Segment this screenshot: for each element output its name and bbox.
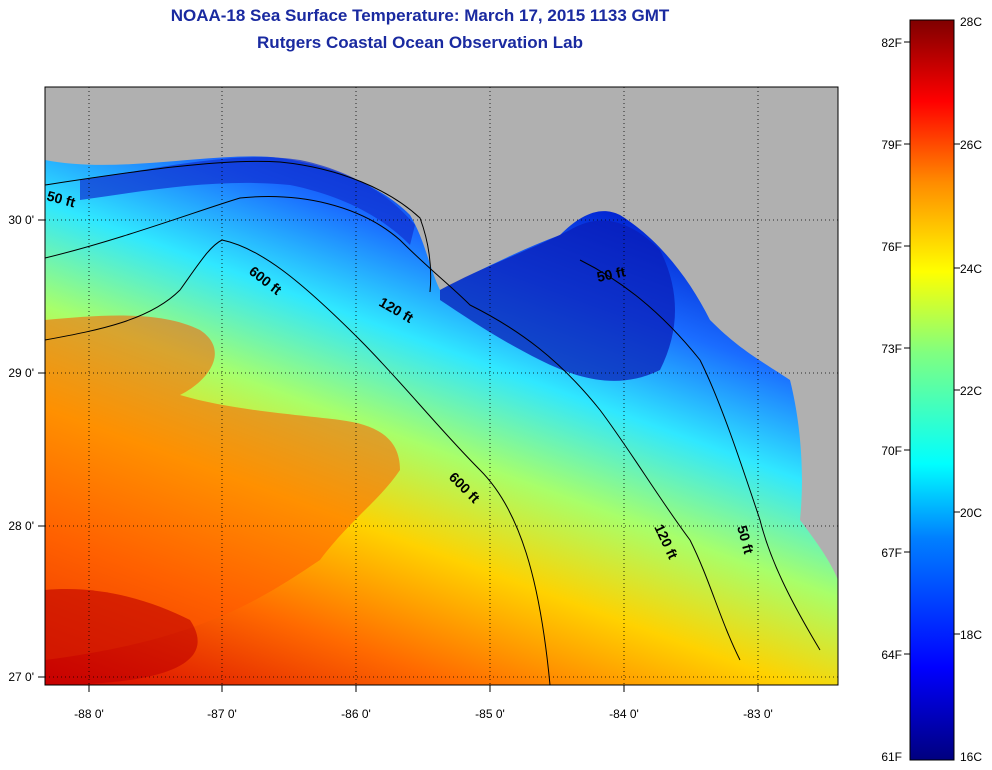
celsius-label: 22C — [960, 384, 982, 398]
fahrenheit-label: 64F — [881, 648, 902, 662]
lat-label: 29 0' — [8, 366, 34, 380]
lat-label: 30 0' — [8, 213, 34, 227]
graticule — [45, 87, 838, 685]
map-subtitle: Rutgers Coastal Ocean Observation Lab — [257, 33, 583, 52]
celsius-label: 28C — [960, 15, 982, 29]
lon-label: -88 0' — [74, 707, 104, 721]
lon-label: -86 0' — [341, 707, 371, 721]
warm-core — [45, 315, 400, 660]
bathymetry-contours — [44, 160, 821, 686]
map-title: NOAA-18 Sea Surface Temperature: March 1… — [170, 6, 670, 25]
axis-ticks — [38, 219, 759, 692]
hot-corner — [45, 589, 198, 685]
fahrenheit-label: 76F — [881, 240, 902, 254]
celsius-label: 20C — [960, 506, 982, 520]
fahrenheit-label: 61F — [881, 750, 902, 764]
colorbar — [909, 19, 955, 761]
cold-bay — [440, 220, 675, 381]
fahrenheit-label: 73F — [881, 342, 902, 356]
colorbar-f-labels: 82F 79F 76F 73F 70F 67F 64F 61F — [881, 36, 902, 764]
contour-label: 50 ft — [45, 187, 77, 210]
colorbar-c-labels: 28C 26C 24C 22C 20C 18C 16C — [960, 15, 982, 764]
colorbar-ticks — [904, 41, 960, 655]
celsius-label: 18C — [960, 628, 982, 642]
contour-label: 50 ft — [734, 524, 757, 556]
fahrenheit-label: 79F — [881, 138, 902, 152]
contour-label: 50 ft — [595, 263, 627, 285]
lon-label: -83 0' — [743, 707, 773, 721]
lon-label: -87 0' — [207, 707, 237, 721]
celsius-label: 16C — [960, 750, 982, 764]
latitude-labels: 30 0' 29 0' 28 0' 27 0' — [8, 213, 34, 684]
map-frame — [44, 86, 839, 686]
celsius-label: 26C — [960, 138, 982, 152]
longitude-labels: -88 0' -87 0' -86 0' -85 0' -84 0' -83 0… — [74, 707, 773, 721]
lat-label: 27 0' — [8, 670, 34, 684]
fahrenheit-label: 67F — [881, 546, 902, 560]
fahrenheit-label: 70F — [881, 444, 902, 458]
cold-nearshore — [80, 157, 415, 245]
lon-label: -85 0' — [475, 707, 505, 721]
lon-label: -84 0' — [609, 707, 639, 721]
celsius-label: 24C — [960, 262, 982, 276]
fahrenheit-label: 82F — [881, 36, 902, 50]
lat-label: 28 0' — [8, 519, 34, 533]
